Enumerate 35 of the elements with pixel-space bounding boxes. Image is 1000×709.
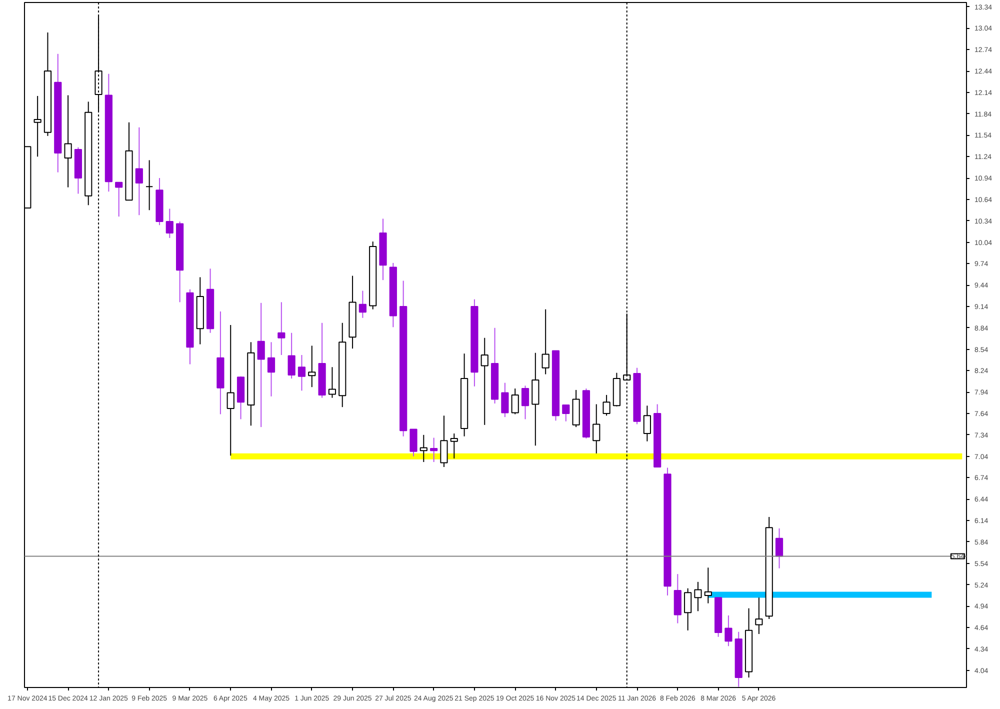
candlestick <box>257 302 265 428</box>
candlestick <box>480 337 488 426</box>
candlestick <box>146 160 154 211</box>
candlestick <box>64 94 72 188</box>
candlestick <box>115 182 123 218</box>
candlestick <box>135 126 143 216</box>
candlestick <box>450 432 458 459</box>
candlestick <box>430 437 438 463</box>
candlestick <box>542 308 550 375</box>
candlestick <box>724 614 732 647</box>
candlestick <box>704 567 712 604</box>
candlestick <box>298 354 306 392</box>
candlestick <box>278 302 286 356</box>
candlestick <box>643 405 651 442</box>
candlestick <box>34 95 42 158</box>
candlestick <box>166 208 174 238</box>
candlestick <box>288 332 296 380</box>
candlestick <box>684 588 692 631</box>
candlestick <box>358 290 366 318</box>
candlestick <box>775 528 784 569</box>
candlestick <box>308 345 316 388</box>
candlestick <box>562 404 570 422</box>
candlestick <box>420 434 428 463</box>
candlestick <box>410 428 418 457</box>
candlestick <box>328 366 336 398</box>
candlestick <box>511 388 519 415</box>
candlestick <box>501 382 509 418</box>
candlestick <box>267 342 276 397</box>
candlestick <box>226 324 234 456</box>
candlestick <box>440 415 448 468</box>
candlestick <box>602 394 610 416</box>
candlestick <box>592 404 600 454</box>
candlestick <box>755 597 763 634</box>
candlestick <box>521 385 530 420</box>
candlestick <box>694 581 702 612</box>
